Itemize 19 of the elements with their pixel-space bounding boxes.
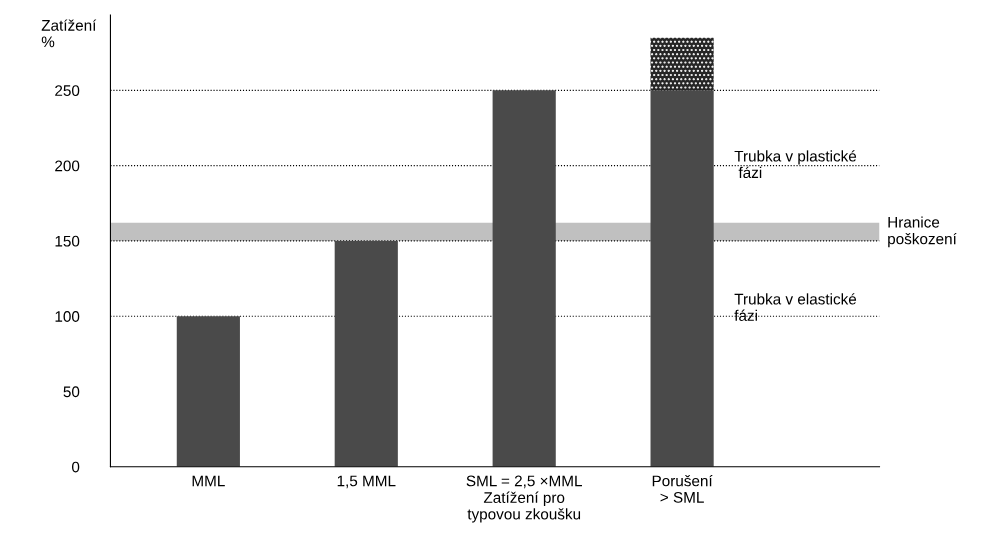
bar: [492, 90, 556, 467]
y-tick-label: 150: [55, 235, 80, 247]
x-tick-label: 1,5 MML: [337, 475, 396, 489]
y-tick-label: 50: [63, 386, 80, 398]
x-tick-label: MML: [192, 475, 225, 487]
y-tick-label: 250: [55, 85, 80, 97]
x-tick-label: SML = 2,5 ×MML Zatížení pro typovou zkoušku: [466, 475, 582, 523]
bar: [176, 316, 240, 467]
y-tick-label: 200: [55, 160, 80, 172]
bar: [650, 37, 714, 91]
bar: [650, 90, 714, 467]
bar: [334, 240, 398, 467]
annotation: Trubka v elastické fázi: [734, 293, 857, 321]
annotation: Trubka v plastické fázi: [734, 150, 857, 179]
y-tick-label: 0: [71, 461, 80, 473]
y-tick-label: 100: [55, 311, 80, 322]
band-label: Hranice poškození: [888, 216, 957, 248]
x-tick-label: Porušení > SML: [652, 474, 713, 503]
y-axis-title: Zatížení %: [41, 19, 97, 48]
